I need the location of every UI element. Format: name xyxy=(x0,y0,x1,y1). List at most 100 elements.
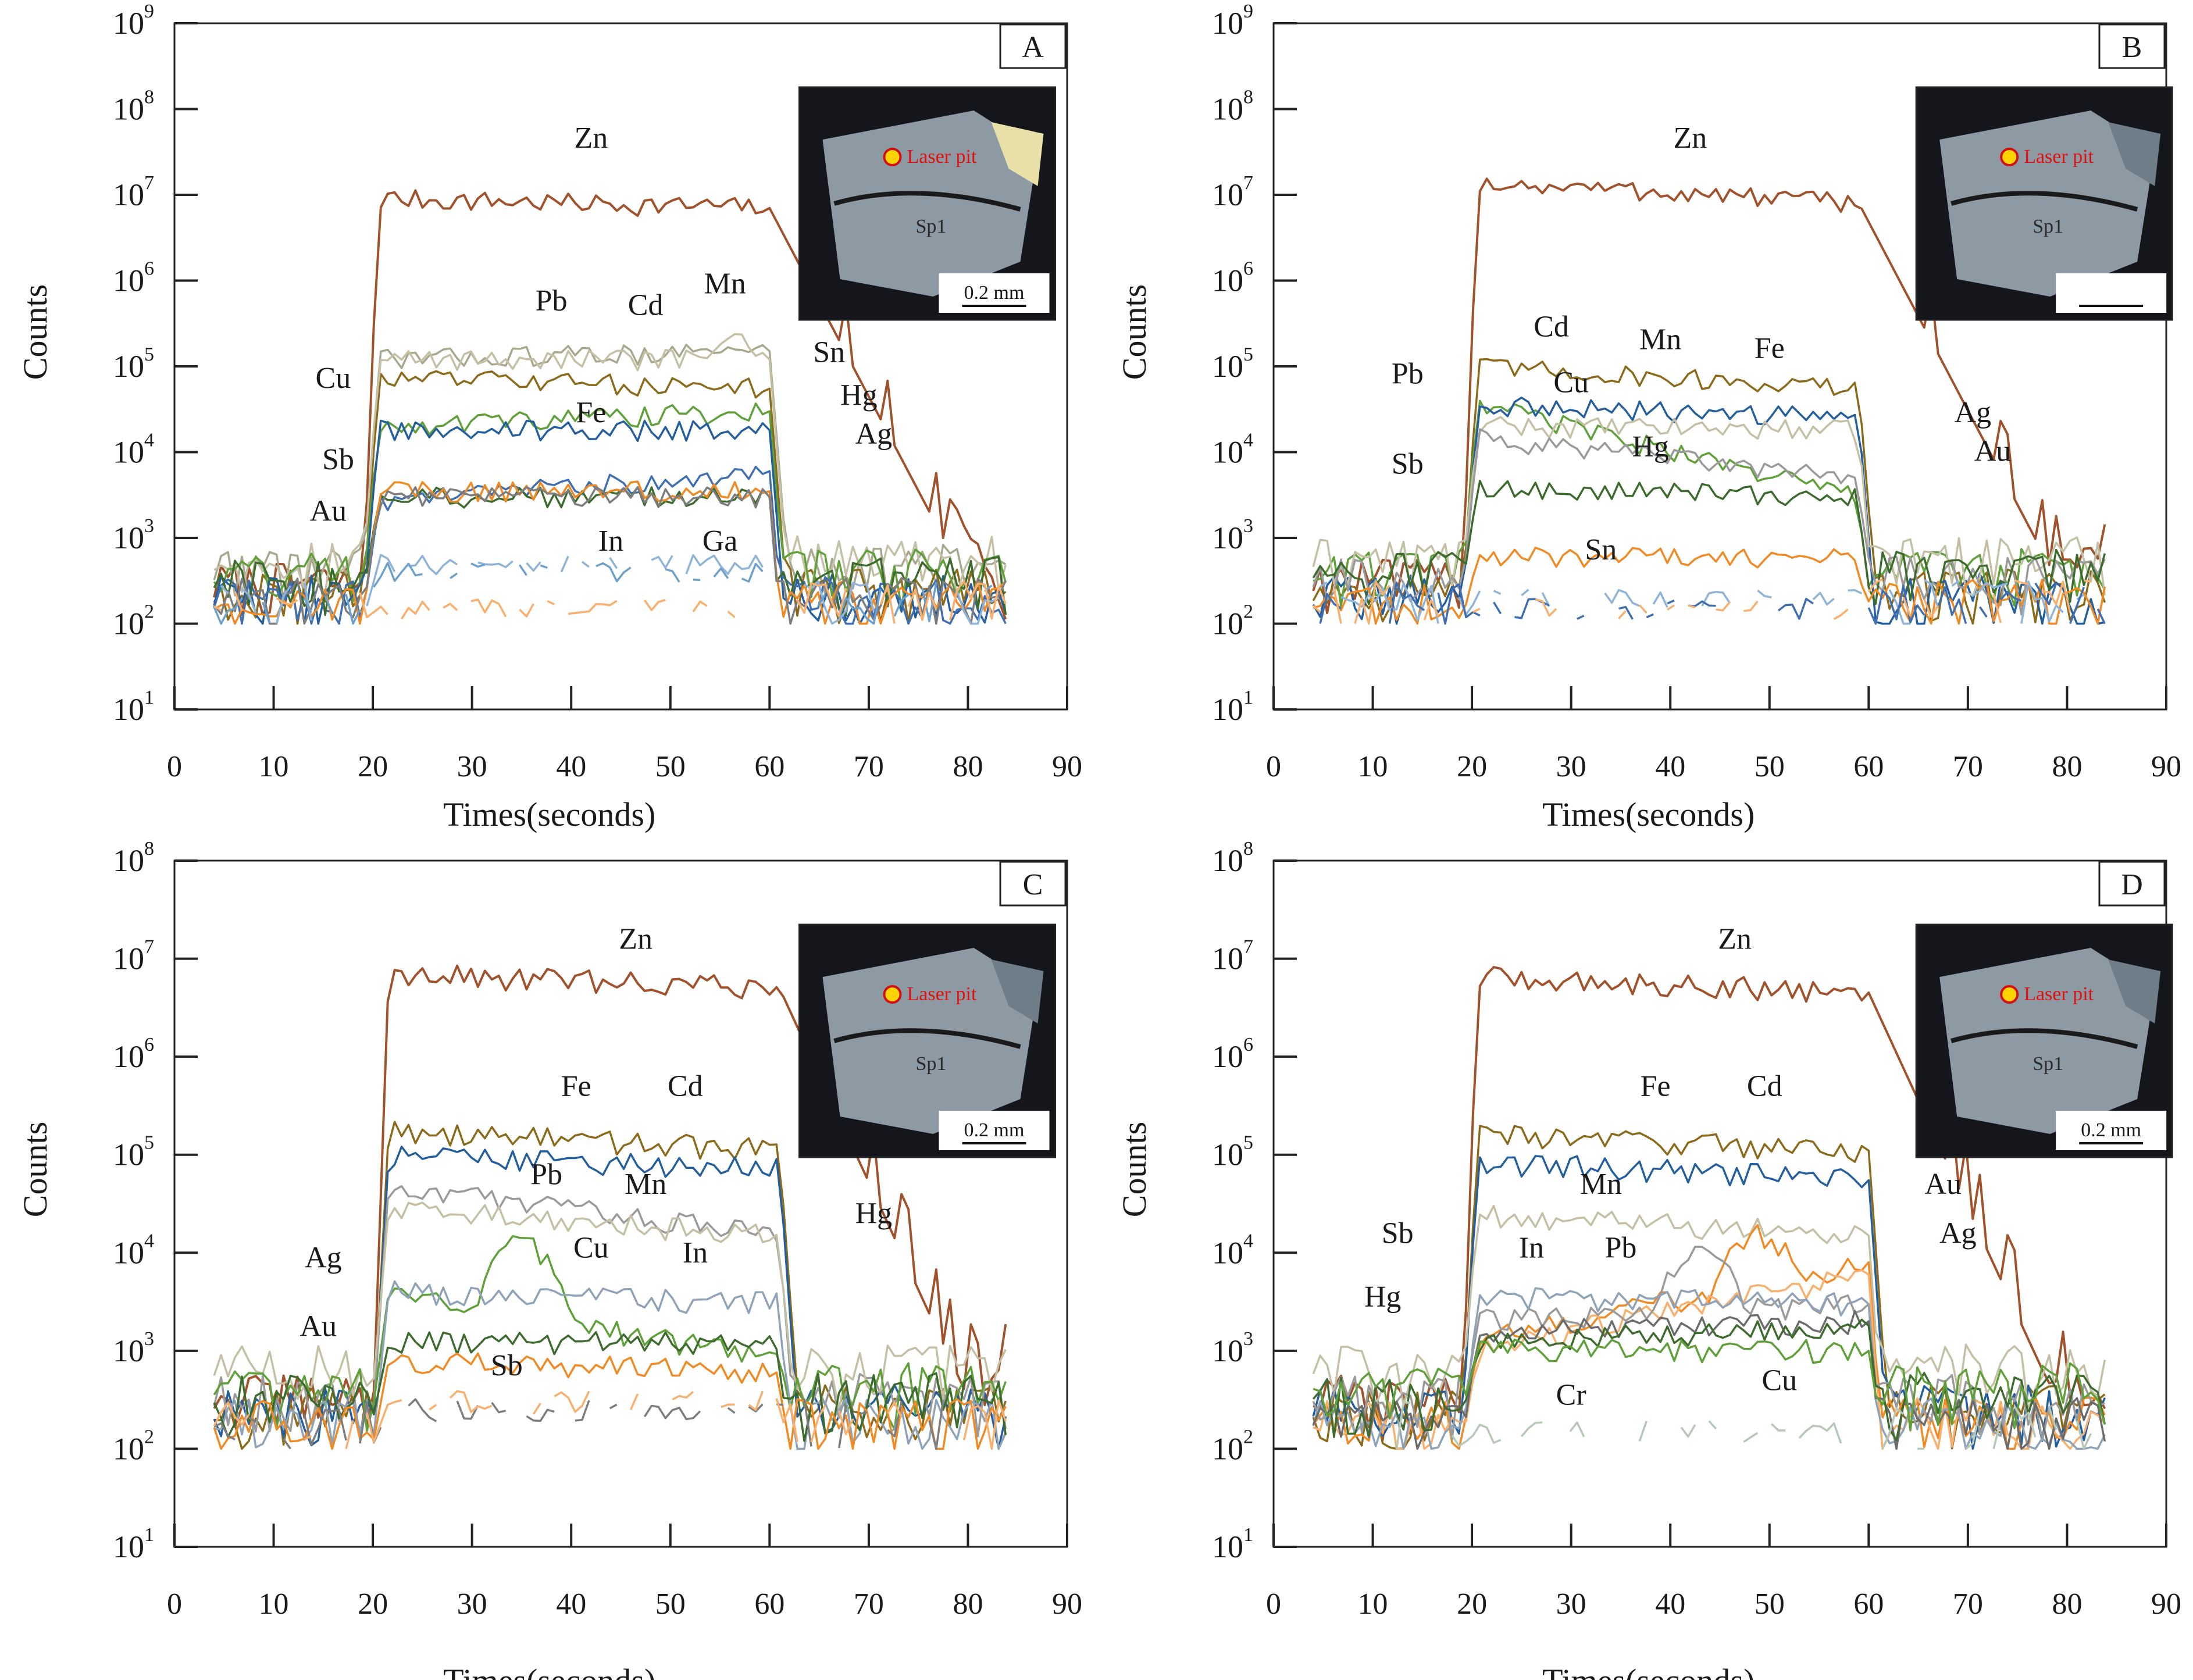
x-tick-label: 40 xyxy=(556,750,586,783)
series-label-au: Au xyxy=(310,495,347,528)
series-cu xyxy=(213,1235,1007,1432)
x-tick-label: 0 xyxy=(167,1588,182,1621)
laser-pit-label: Laser pit xyxy=(907,983,977,1005)
series-label-fe: Fe xyxy=(1641,1070,1671,1103)
y-tick-label: 109 xyxy=(1212,1,1253,41)
x-tick-label: 90 xyxy=(2151,1588,2181,1621)
y-tick-label: 101 xyxy=(1212,687,1253,727)
sphalerite-grain xyxy=(822,110,1038,297)
y-tick-label: 108 xyxy=(1212,87,1253,127)
x-tick-label: 80 xyxy=(953,1588,983,1621)
y-axis-label: Counts xyxy=(16,1122,54,1217)
series-label-cu: Cu xyxy=(1761,1364,1797,1397)
y-tick-label: 106 xyxy=(1212,1034,1253,1074)
y-tick-label: 105 xyxy=(113,1132,154,1172)
x-tick-label: 40 xyxy=(556,1588,586,1621)
series-cd xyxy=(1312,358,2106,625)
panel-letter: D xyxy=(2121,868,2143,901)
y-tick-label: 103 xyxy=(113,515,154,555)
series-in xyxy=(220,554,1000,625)
series-label-hg: Hg xyxy=(1632,430,1669,463)
series-label-sb: Sb xyxy=(322,443,354,476)
x-tick-label: 40 xyxy=(1655,750,1685,783)
mineral-patch xyxy=(991,960,1044,1023)
fracture xyxy=(1950,1028,2138,1049)
laser-pit-marker xyxy=(883,985,902,1004)
series-label-pb: Pb xyxy=(1604,1232,1636,1265)
series-label-zn: Zn xyxy=(1718,923,1752,956)
laser-pit-label: Laser pit xyxy=(2024,146,2094,167)
series-label-sb: Sb xyxy=(491,1349,523,1382)
x-tick-label: 10 xyxy=(1358,750,1388,783)
series-label-cr: Cr xyxy=(1556,1379,1586,1412)
x-axis-label: Times(seconds) xyxy=(443,1662,655,1680)
x-tick-label: 70 xyxy=(1953,750,1983,783)
plot-frame xyxy=(1272,859,2167,1548)
x-tick-label: 0 xyxy=(167,750,182,783)
y-tick-label: 101 xyxy=(1212,1524,1253,1564)
series-cd xyxy=(1312,1125,2106,1450)
x-tick-label: 60 xyxy=(1853,750,1884,783)
y-tick-label: 108 xyxy=(113,87,154,127)
y-tick-label: 104 xyxy=(113,430,154,470)
series-label-cu: Cu xyxy=(573,1232,609,1265)
series-au xyxy=(213,1390,1007,1450)
series-label-pb: Pb xyxy=(530,1158,562,1191)
y-tick-label: 106 xyxy=(1212,258,1253,298)
series-mn xyxy=(213,333,1007,596)
x-tick-label: 20 xyxy=(1457,1588,1487,1621)
series-label-zn: Zn xyxy=(574,122,608,155)
series-label-cu: Cu xyxy=(1553,366,1589,399)
sphalerite-grain xyxy=(1939,948,2155,1134)
y-axis-label: Counts xyxy=(1115,284,1153,380)
y-tick-label: 103 xyxy=(1212,1328,1253,1368)
y-tick-label: 105 xyxy=(1212,344,1253,384)
series-fe xyxy=(1312,1155,2106,1450)
panel-letter-box xyxy=(2098,861,2166,907)
series-label-fe: Fe xyxy=(1755,331,1785,365)
series-label-fe: Fe xyxy=(576,396,606,429)
y-tick-label: 105 xyxy=(113,344,154,384)
series-in xyxy=(1312,1287,2106,1450)
x-axis-label: Times(seconds) xyxy=(1542,1662,1755,1680)
series-mn xyxy=(1312,1204,2106,1411)
laser-pit-label: Laser pit xyxy=(907,146,977,167)
series-label-hg: Hg xyxy=(840,379,878,412)
x-tick-label: 30 xyxy=(1556,1588,1586,1621)
series-label-mn: Mn xyxy=(625,1168,666,1201)
inset-grain-label: Sp1 xyxy=(916,216,947,237)
series-pb xyxy=(213,344,1007,601)
series-cu xyxy=(1313,1339,2106,1432)
x-tick-label: 10 xyxy=(259,1588,289,1621)
x-tick-label: 50 xyxy=(1755,750,1785,783)
panel-letter: C xyxy=(1023,868,1043,901)
y-tick-label: 105 xyxy=(1212,1132,1253,1172)
x-tick-label: 30 xyxy=(457,750,487,783)
y-tick-label: 108 xyxy=(113,838,154,878)
x-tick-label: 50 xyxy=(655,750,686,783)
series-label-ga: Ga xyxy=(703,525,738,558)
y-tick-label: 101 xyxy=(113,687,154,727)
inset-micrograph: Laser pit Sp1 0.2 mm xyxy=(798,923,1056,1158)
mineral-patch xyxy=(991,122,1044,186)
laser-pit-label: Laser pit xyxy=(2024,983,2094,1005)
x-tick-label: 90 xyxy=(2151,750,2181,783)
series-label-hg: Hg xyxy=(1364,1280,1402,1314)
series-label-mn: Mn xyxy=(1580,1168,1622,1201)
y-tick-label: 104 xyxy=(113,1230,154,1270)
x-tick-label: 60 xyxy=(754,1588,785,1621)
y-tick-label: 102 xyxy=(113,1426,154,1466)
inset-micrograph: Laser pit Sp1 xyxy=(1915,86,2173,321)
series-pb xyxy=(1312,1246,2105,1442)
series-label-in: In xyxy=(683,1236,708,1269)
series-label-sn: Sn xyxy=(1585,533,1617,566)
y-tick-label: 109 xyxy=(113,1,154,41)
x-tick-label: 70 xyxy=(854,750,884,783)
series-ag xyxy=(213,480,1007,625)
laser-pit-marker xyxy=(2000,985,2019,1004)
y-axis-label: Counts xyxy=(1115,1122,1153,1217)
inset-micrograph: Laser pit Sp1 0.2 mm xyxy=(1915,923,2173,1158)
series-fe xyxy=(213,1146,1007,1450)
mineral-patch xyxy=(2108,122,2161,186)
